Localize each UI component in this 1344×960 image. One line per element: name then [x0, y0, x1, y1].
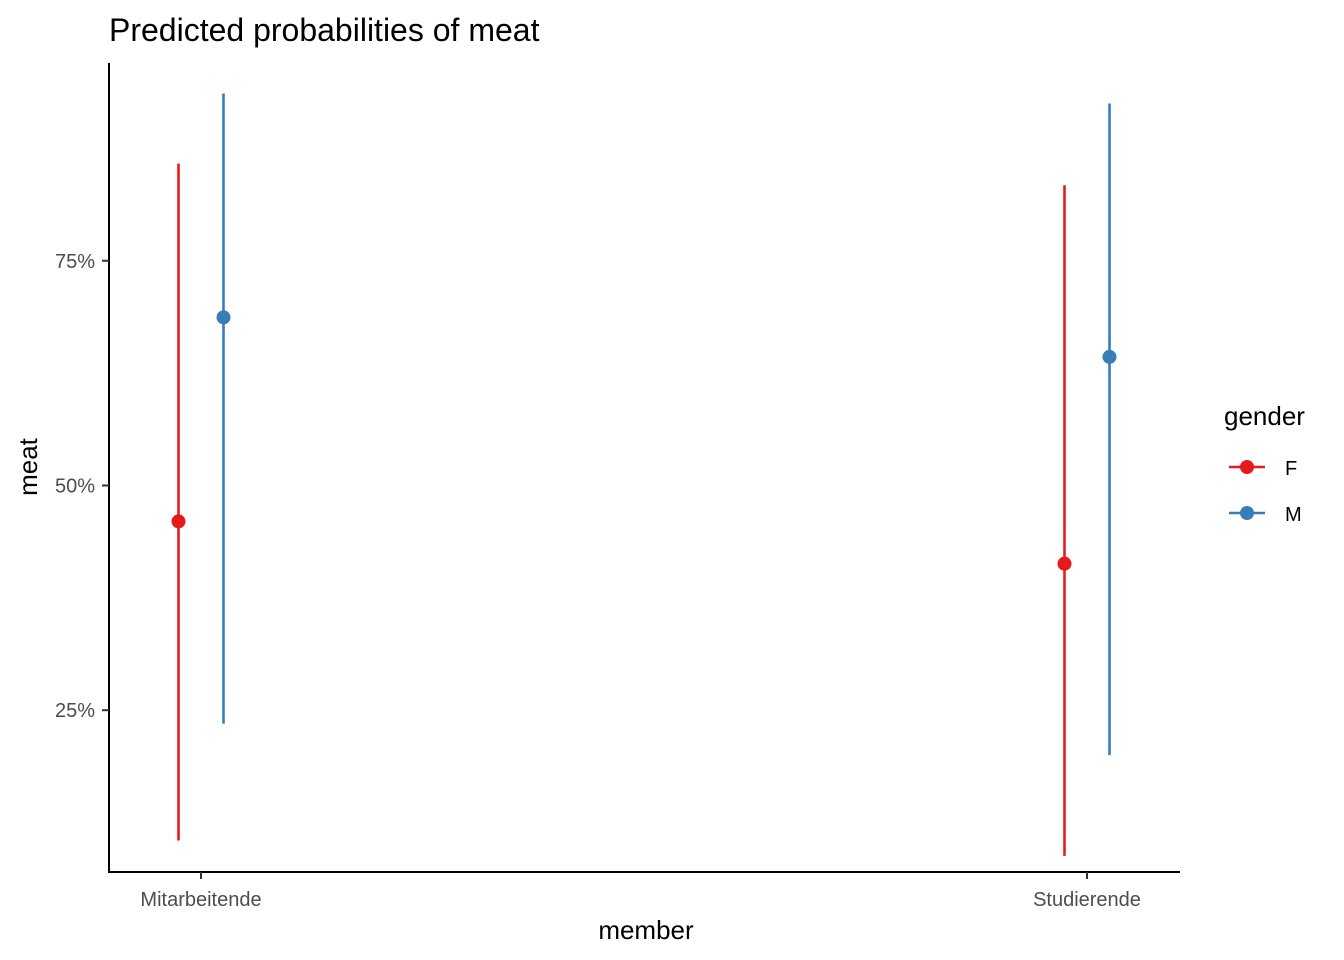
- point-f: [171, 514, 186, 529]
- y-tick-label: 50%: [55, 475, 95, 497]
- legend-label: F: [1285, 458, 1297, 480]
- y-tick-label: 25%: [55, 700, 95, 722]
- plot-area: 25% 50% 75% Mitarbeitende Studierende: [55, 63, 1180, 911]
- x-tick-label: Mitarbeitende: [140, 889, 261, 911]
- y-axis-ticks: 25% 50% 75%: [55, 251, 109, 722]
- legend-title: gender: [1224, 401, 1305, 431]
- x-tick-label: Studierende: [1033, 889, 1141, 911]
- y-axis-title: meat: [13, 437, 43, 496]
- legend-label: M: [1285, 504, 1302, 526]
- y-tick-label: 75%: [55, 251, 95, 273]
- x-axis-ticks: Mitarbeitende Studierende: [140, 872, 1141, 911]
- legend-items: FM: [1229, 458, 1302, 526]
- legend: gender FM: [1224, 401, 1305, 526]
- point-m: [1102, 349, 1117, 364]
- point-m: [216, 310, 231, 325]
- chart-title: Predicted probabilities of meat: [109, 12, 540, 48]
- legend-key-point: [1240, 460, 1254, 474]
- x-axis-title: member: [598, 915, 694, 945]
- point-f: [1057, 556, 1072, 571]
- legend-key-point: [1240, 506, 1254, 520]
- data-marks: [171, 93, 1117, 856]
